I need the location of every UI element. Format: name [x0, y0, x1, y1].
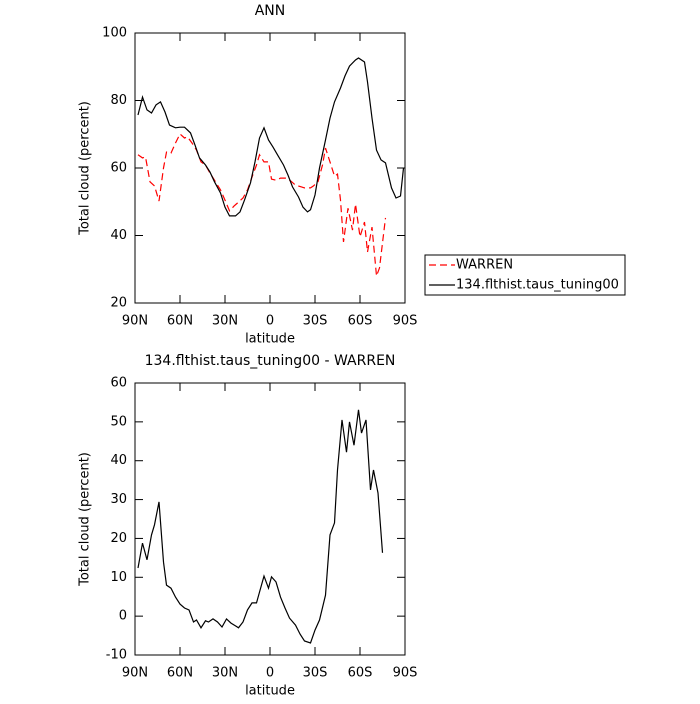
y-tick-label: 40 — [110, 228, 127, 243]
y-axis-label: Total cloud (percent) — [78, 452, 93, 587]
x-tick-label: 60S — [348, 666, 373, 681]
series-line — [137, 132, 387, 277]
x-tick-label: 90N — [122, 666, 148, 681]
panel: -10 0 10 20 30 40 50 60 90N 60N 30N 0 30S 60S 90S 134.f… — [78, 353, 418, 699]
x-tick-label: 30S — [303, 314, 328, 329]
legend-label: 134.flthist.taus_tuning00 — [456, 278, 619, 293]
y-tick-label: 50 — [110, 414, 127, 429]
x-tick-label: 30S — [303, 666, 328, 681]
chart-title: 134.flthist.taus_tuning00 - WARREN — [145, 353, 396, 369]
x-axis-label: latitude — [245, 332, 295, 347]
x-tick-label: 30N — [212, 666, 238, 681]
legend-box — [424, 254, 626, 296]
chart-title: ANN — [255, 3, 286, 19]
x-axis-label: latitude — [245, 684, 295, 699]
y-tick-label: -10 — [106, 648, 127, 663]
x-tick-label: 90S — [393, 314, 418, 329]
y-tick-label: 20 — [110, 531, 127, 546]
x-tick-label: 60S — [348, 314, 373, 329]
y-tick-label: 40 — [110, 453, 127, 468]
legend: WARREN 134.flthist.taus_tuning00 — [424, 254, 626, 296]
y-tick-label: 30 — [110, 492, 127, 507]
y-axis-label: Total cloud (percent) — [78, 101, 93, 236]
series-line — [137, 57, 405, 217]
x-tick-label: 60N — [167, 314, 193, 329]
x-tick-label: 0 — [266, 314, 274, 329]
y-tick-label: 20 — [110, 296, 127, 311]
y-tick-label: 60 — [110, 161, 127, 176]
x-tick-label: 30N — [212, 314, 238, 329]
x-tick-label: 90N — [122, 314, 148, 329]
y-tick-label: 80 — [110, 93, 127, 108]
panel: 20 40 60 80 100 90N 60N 30N 0 30S 60S 90S ANN latitud… — [78, 3, 626, 347]
x-tick-label: 60N — [167, 666, 193, 681]
legend-label: WARREN — [456, 258, 513, 273]
y-tick-label: 0 — [119, 609, 127, 624]
series-line — [137, 409, 384, 644]
x-tick-label: 90S — [393, 666, 418, 681]
y-tick-label: 60 — [110, 376, 127, 391]
y-tick-label: 100 — [102, 26, 127, 41]
y-tick-label: 10 — [110, 570, 127, 585]
x-tick-label: 0 — [266, 666, 274, 681]
